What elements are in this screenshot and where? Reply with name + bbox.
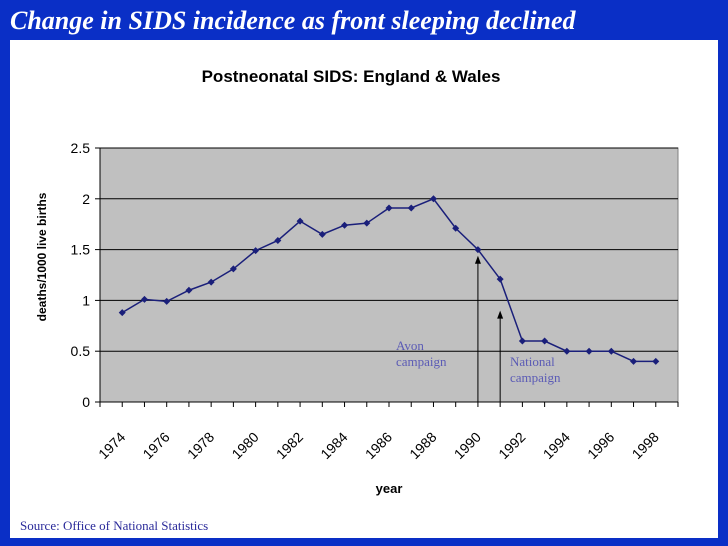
y-tick-label: 0 [82, 394, 90, 410]
y-tick-label: 0.5 [71, 343, 91, 359]
annotation-label: campaign [510, 370, 561, 385]
x-tick-label: 1982 [273, 429, 306, 462]
chart-panel: Postneonatal SIDS: England & Wales 0 0.5 1… [10, 40, 718, 538]
data-point [185, 286, 193, 294]
x-tick-label: 1990 [451, 429, 484, 462]
x-tick-label: 1974 [95, 429, 128, 462]
annotation-label: Avon [396, 338, 424, 353]
y-tick-labels: 0 0.5 1 1.5 2 2.5 [71, 140, 100, 410]
series-line [118, 195, 660, 365]
annotation-arrowhead [474, 255, 481, 264]
x-tick-label: 1988 [406, 429, 439, 462]
data-point [296, 217, 304, 225]
y-tick-label: 2 [82, 191, 90, 207]
x-tick-label: 1992 [495, 429, 528, 462]
data-point [385, 204, 393, 212]
data-point [541, 337, 549, 345]
data-point [630, 357, 638, 365]
data-point [140, 295, 148, 303]
x-tick-label: 1978 [184, 429, 217, 462]
data-point [341, 221, 349, 229]
data-point [252, 247, 260, 255]
x-tick-label: 1976 [139, 429, 172, 462]
x-tick-label: 1996 [584, 429, 617, 462]
data-point [163, 297, 171, 305]
y-tick-label: 1 [82, 292, 90, 308]
source-note: Source: Office of National Statistics [20, 518, 209, 533]
data-point [207, 278, 215, 286]
annotation-arrowhead [497, 310, 504, 319]
data-point [429, 195, 437, 203]
data-point [407, 204, 415, 212]
data-point [363, 219, 371, 227]
line-chart: Postneonatal SIDS: England & Wales 0 0.5 1… [35, 67, 679, 496]
x-tick-label: 1980 [228, 429, 261, 462]
data-point [518, 337, 526, 345]
chart-title: Postneonatal SIDS: England & Wales [202, 67, 501, 86]
slide-title: Change in SIDS incidence as front sleepi… [10, 6, 576, 35]
y-tick-label: 1.5 [71, 242, 91, 258]
data-point [563, 347, 571, 355]
data-point [118, 309, 126, 317]
data-point [318, 230, 326, 238]
data-point [474, 246, 482, 254]
annotation-label: campaign [396, 354, 447, 369]
data-point [607, 347, 615, 355]
annotation-label: National [510, 354, 555, 369]
y-axis-label: deaths/1000 live births [35, 192, 49, 321]
data-point [274, 236, 282, 244]
x-tick-label: 1994 [540, 429, 573, 462]
data-point [585, 347, 593, 355]
data-point [452, 224, 460, 232]
x-tick-labels: 1974 1976 1978 1980 1982 1984 1986 1988 1990 1992… [95, 402, 679, 462]
x-tick-label: 1984 [317, 429, 350, 462]
x-tick-label: 1986 [362, 429, 395, 462]
y-tick-label: 2.5 [71, 140, 91, 156]
data-point [496, 275, 504, 283]
x-axis-label: year [376, 481, 403, 496]
plot-area [99, 147, 679, 403]
data-point [652, 357, 660, 365]
data-point [229, 265, 237, 273]
x-tick-label: 1998 [629, 429, 662, 462]
